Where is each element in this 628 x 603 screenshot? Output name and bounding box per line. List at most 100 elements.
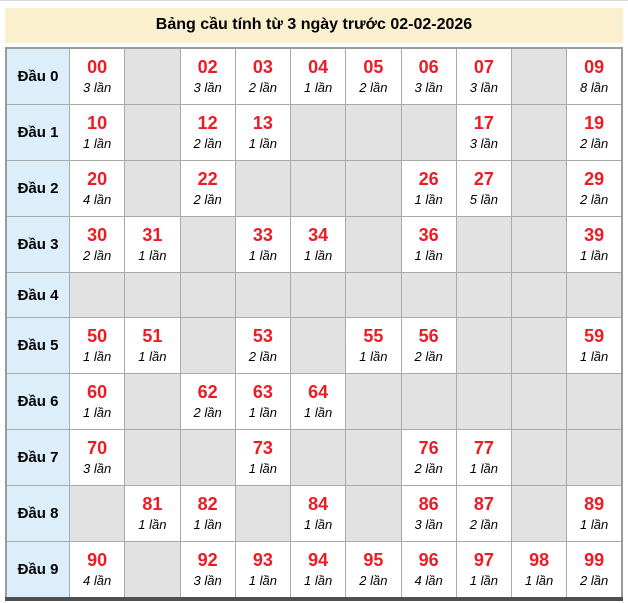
cell-number: 98 xyxy=(529,550,550,571)
cell-number: 12 xyxy=(197,113,218,134)
number-cell: 99 2 lần xyxy=(566,541,623,600)
empty-cell xyxy=(510,373,568,430)
cell-number: 51 xyxy=(142,326,163,347)
row-header: Đầu 6 xyxy=(5,373,70,430)
number-cell: 17 3 lần xyxy=(455,104,513,161)
cell-count: 1 lần xyxy=(193,516,222,532)
table-row: Đầu 6 60 1 lần 62 2 lần 63 1 lần 64 1 lần xyxy=(5,373,623,430)
number-cell: 87 2 lần xyxy=(455,485,513,542)
empty-cell xyxy=(234,272,292,318)
cell-number: 99 xyxy=(584,550,605,571)
cell-number: 20 xyxy=(87,169,108,190)
cell-number: 55 xyxy=(363,326,384,347)
number-cell: 33 1 lần xyxy=(234,216,292,273)
empty-cell xyxy=(179,216,236,273)
cell-count: 1 lần xyxy=(83,404,112,420)
cell-count: 1 lần xyxy=(304,79,333,95)
empty-cell xyxy=(289,429,347,486)
cell-count: 2 lần xyxy=(193,135,222,151)
cell-count: 8 lần xyxy=(580,79,609,95)
number-cell: 31 1 lần xyxy=(124,216,181,273)
cell-count: 2 lần xyxy=(193,191,222,207)
number-cell: 73 1 lần xyxy=(234,429,292,486)
number-cell: 04 1 lần xyxy=(289,47,347,105)
empty-cell xyxy=(345,272,402,318)
empty-cell xyxy=(345,104,402,161)
bridge-stats-table: Đầu 0 00 3 lần 02 3 lần 03 2 lần 04 1 lần 05 2 lần… xyxy=(5,47,623,601)
cell-number: 62 xyxy=(197,382,218,403)
number-cell: 60 1 lần xyxy=(68,373,126,430)
cell-number: 92 xyxy=(197,550,218,571)
empty-cell xyxy=(289,104,347,161)
cell-number: 86 xyxy=(418,494,439,515)
number-cell: 26 1 lần xyxy=(400,160,457,217)
empty-cell xyxy=(510,104,568,161)
cell-number: 27 xyxy=(473,169,494,190)
cell-count: 2 lần xyxy=(580,135,609,151)
number-cell: 63 1 lần xyxy=(234,373,292,430)
empty-cell xyxy=(510,485,568,542)
cell-number: 63 xyxy=(252,382,273,403)
empty-cell xyxy=(345,216,402,273)
cell-count: 4 lần xyxy=(83,191,112,207)
cell-count: 4 lần xyxy=(83,572,112,588)
cell-count: 3 lần xyxy=(414,516,443,532)
cell-count: 1 lần xyxy=(469,572,498,588)
cell-count: 1 lần xyxy=(304,516,333,532)
number-cell: 07 3 lần xyxy=(455,47,513,105)
cell-count: 1 lần xyxy=(138,348,167,364)
number-cell: 70 3 lần xyxy=(68,429,126,486)
table-row: Đầu 1 10 1 lần 12 2 lần 13 1 lần 17 3 lần 19 2 lần xyxy=(5,104,623,161)
row-header: Đầu 5 xyxy=(5,317,70,374)
cell-count: 1 lần xyxy=(525,572,554,588)
row-header: Đầu 3 xyxy=(5,216,70,273)
cell-number: 82 xyxy=(197,494,218,515)
empty-cell xyxy=(124,47,181,105)
cell-count: 2 lần xyxy=(83,247,112,263)
table-row: Đầu 3 30 2 lần 31 1 lần 33 1 lần 34 1 lần 36 1 lần… xyxy=(5,216,623,273)
cell-count: 3 lần xyxy=(83,79,112,95)
cell-number: 64 xyxy=(308,382,329,403)
number-cell: 13 1 lần xyxy=(234,104,292,161)
cell-number: 77 xyxy=(473,438,494,459)
empty-cell xyxy=(124,272,181,318)
number-cell: 76 2 lần xyxy=(400,429,457,486)
number-cell: 34 1 lần xyxy=(289,216,347,273)
empty-cell xyxy=(510,47,568,105)
empty-cell xyxy=(345,373,402,430)
cell-number: 17 xyxy=(473,113,494,134)
empty-cell xyxy=(566,373,623,430)
cell-count: 2 lần xyxy=(248,79,277,95)
row-header: Đầu 7 xyxy=(5,429,70,486)
cell-number: 81 xyxy=(142,494,163,515)
empty-cell xyxy=(510,216,568,273)
cell-number: 95 xyxy=(363,550,384,571)
empty-cell xyxy=(455,272,513,318)
cell-count: 2 lần xyxy=(193,404,222,420)
cell-number: 30 xyxy=(87,225,108,246)
cell-count: 3 lần xyxy=(193,79,222,95)
empty-cell xyxy=(124,160,181,217)
cell-number: 33 xyxy=(252,225,273,246)
empty-cell xyxy=(455,317,513,374)
number-cell: 03 2 lần xyxy=(234,47,292,105)
cell-count: 2 lần xyxy=(414,348,443,364)
row-header: Đầu 2 xyxy=(5,160,70,217)
cell-count: 2 lần xyxy=(580,191,609,207)
cell-number: 96 xyxy=(418,550,439,571)
cell-number: 60 xyxy=(87,382,108,403)
cell-number: 04 xyxy=(308,57,329,78)
cell-count: 2 lần xyxy=(469,516,498,532)
cell-number: 29 xyxy=(584,169,605,190)
number-cell: 10 1 lần xyxy=(68,104,126,161)
cell-count: 1 lần xyxy=(359,348,388,364)
cell-count: 1 lần xyxy=(83,348,112,364)
number-cell: 92 3 lần xyxy=(179,541,236,600)
number-cell: 27 5 lần xyxy=(455,160,513,217)
cell-count: 1 lần xyxy=(414,191,443,207)
cell-count: 2 lần xyxy=(359,572,388,588)
number-cell: 62 2 lần xyxy=(179,373,236,430)
cell-count: 1 lần xyxy=(304,247,333,263)
cell-number: 94 xyxy=(308,550,329,571)
cell-count: 1 lần xyxy=(580,516,609,532)
